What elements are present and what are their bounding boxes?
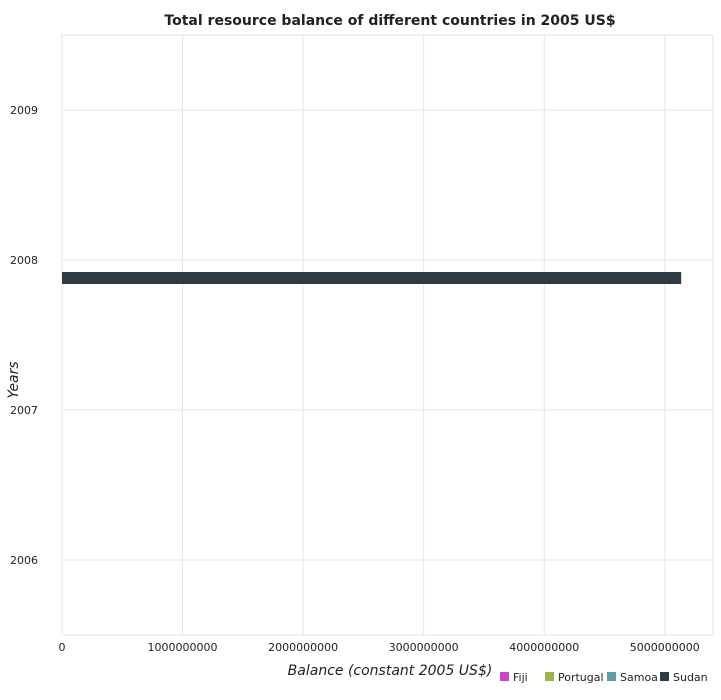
x-tick-label: 3000000000 <box>389 641 459 654</box>
x-tick-label: 2000000000 <box>268 641 338 654</box>
legend-label-portugal: Portugal <box>558 671 604 684</box>
bars <box>62 272 682 284</box>
x-axis-label: Balance (constant 2005 US$) <box>288 663 493 679</box>
legend-swatch-samoa <box>607 672 616 681</box>
y-axis-label: Years <box>6 361 22 398</box>
grid <box>61 34 714 636</box>
legend-swatch-portugal <box>545 672 554 681</box>
x-tick-label: 4000000000 <box>509 641 579 654</box>
y-tick-labels: 2006 2007 2008 2009 <box>10 104 38 567</box>
y-tick-label: 2006 <box>10 554 38 567</box>
legend: Fiji Portugal Samoa Sudan <box>500 671 708 684</box>
x-tick-labels: 0 1000000000 2000000000 3000000000 400000000… <box>59 641 700 654</box>
legend-swatch-sudan <box>660 672 669 681</box>
y-tick-label: 2008 <box>10 254 38 267</box>
y-tick-label: 2009 <box>10 104 38 117</box>
y-tick-label: 2007 <box>10 404 38 417</box>
bar-sudan-2008 <box>62 272 682 284</box>
x-tick-label: 1000000000 <box>148 641 218 654</box>
legend-label-sudan: Sudan <box>673 671 708 684</box>
legend-swatch-fiji <box>500 672 509 681</box>
x-tick-label: 0 <box>59 641 66 654</box>
x-tick-label: 5000000000 <box>630 641 700 654</box>
legend-label-samoa: Samoa <box>620 671 658 684</box>
legend-label-fiji: Fiji <box>513 671 528 684</box>
chart-title: Total resource balance of different coun… <box>164 13 615 29</box>
